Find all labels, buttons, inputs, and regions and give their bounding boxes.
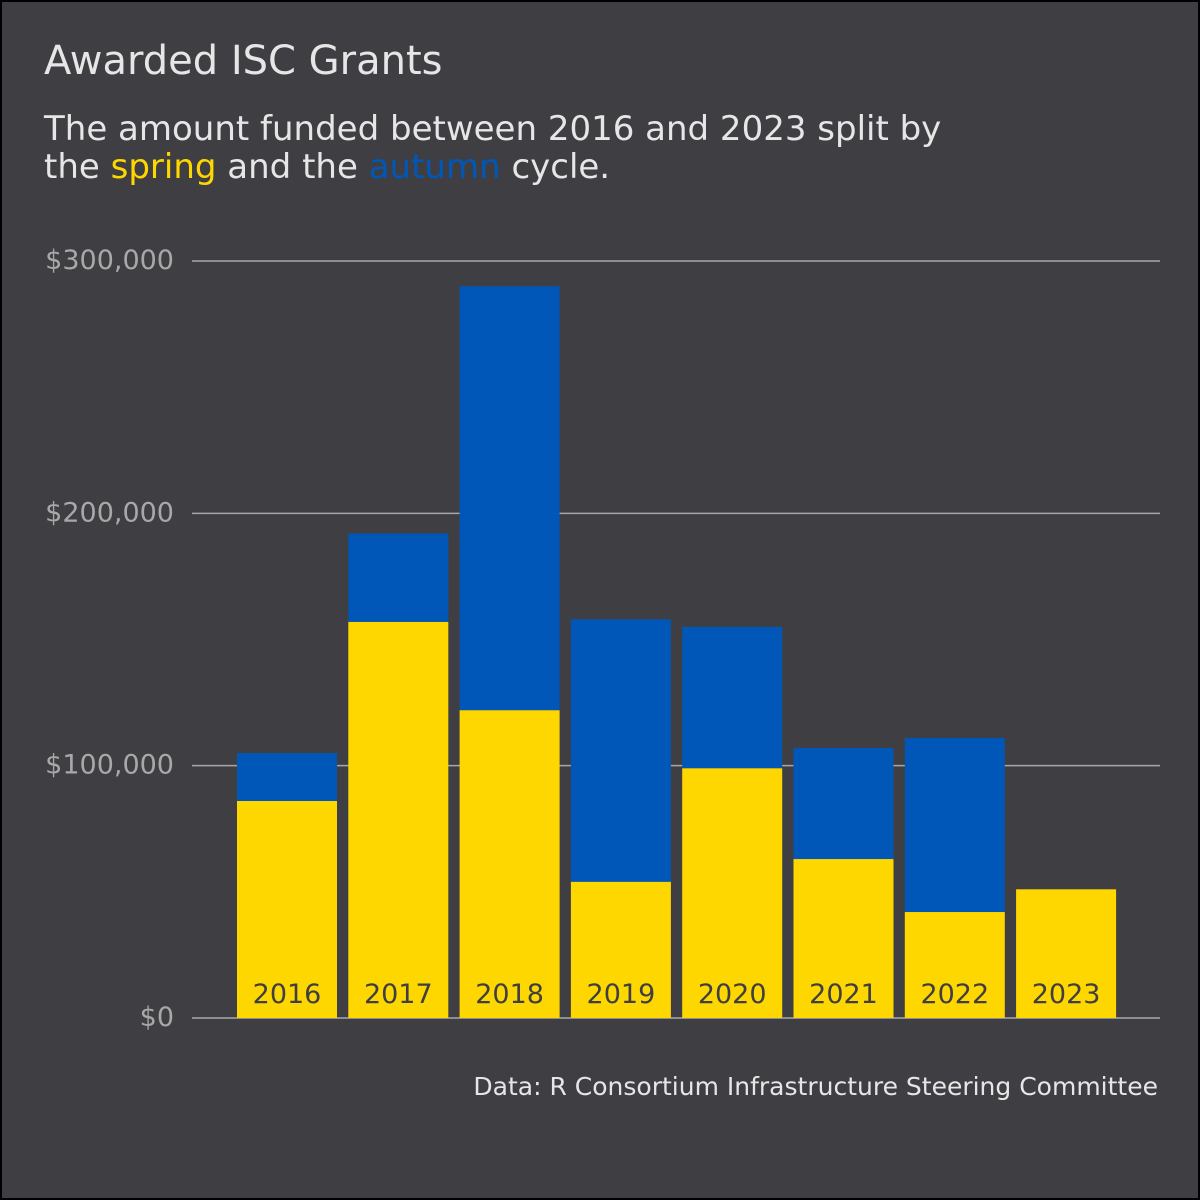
bar-spring-2020 xyxy=(682,768,783,1018)
source-caption: Data: R Consortium Infrastructure Steeri… xyxy=(473,1072,1158,1101)
category-label-2019: 2019 xyxy=(587,979,656,1010)
bar-autumn-2018 xyxy=(459,286,560,711)
subtitle-line-1: The amount funded between 2016 and 2023 … xyxy=(44,109,942,149)
category-label-2023: 2023 xyxy=(1032,979,1101,1010)
bar-autumn-2022 xyxy=(904,737,1005,913)
bar-autumn-2019 xyxy=(570,619,671,882)
bar-spring-2023 xyxy=(1016,889,1117,1018)
subtitle-middle: and the xyxy=(227,147,358,187)
category-label-2020: 2020 xyxy=(698,979,767,1010)
y-tick-label: $100,000 xyxy=(45,750,174,781)
subtitle-autumn-word: autumn xyxy=(368,147,501,187)
bars xyxy=(237,286,1117,1018)
y-axis: $0 $100,000 $200,000 $300,000 xyxy=(45,245,174,1033)
bar-spring-2016 xyxy=(237,800,337,1018)
bar-autumn-2020 xyxy=(682,626,783,769)
bar-autumn-2016 xyxy=(237,753,337,801)
category-label-2022: 2022 xyxy=(920,979,989,1010)
subtitle-prefix: the xyxy=(44,147,100,187)
category-label-2016: 2016 xyxy=(253,979,322,1010)
y-tick-label: $200,000 xyxy=(45,497,174,528)
bar-spring-2021 xyxy=(793,859,894,1018)
category-label-2017: 2017 xyxy=(364,979,433,1010)
bar-labels: 2016 2017 2018 2019 2020 2021 2022 2023 xyxy=(253,979,1101,1010)
subtitle-suffix: cycle. xyxy=(511,147,611,187)
subtitle-line-2: the spring and the autumn cycle. xyxy=(44,148,941,186)
bar-spring-2019 xyxy=(570,881,671,1018)
subtitle-spring-word: spring xyxy=(110,147,217,187)
chart-title: Awarded ISC Grants xyxy=(44,38,443,84)
category-label-2018: 2018 xyxy=(475,979,544,1010)
gridlines xyxy=(192,260,1160,1019)
bar-spring-2022 xyxy=(904,912,1005,1018)
bar-autumn-2021 xyxy=(793,748,894,860)
y-tick-label: $0 xyxy=(140,1002,174,1033)
category-label-2021: 2021 xyxy=(809,979,878,1010)
bar-autumn-2017 xyxy=(348,533,449,622)
bar-spring-2017 xyxy=(348,621,449,1018)
y-tick-label: $300,000 xyxy=(45,245,174,276)
bar-spring-2018 xyxy=(459,710,560,1018)
chart-subtitle: The amount funded between 2016 and 2023 … xyxy=(44,110,941,186)
